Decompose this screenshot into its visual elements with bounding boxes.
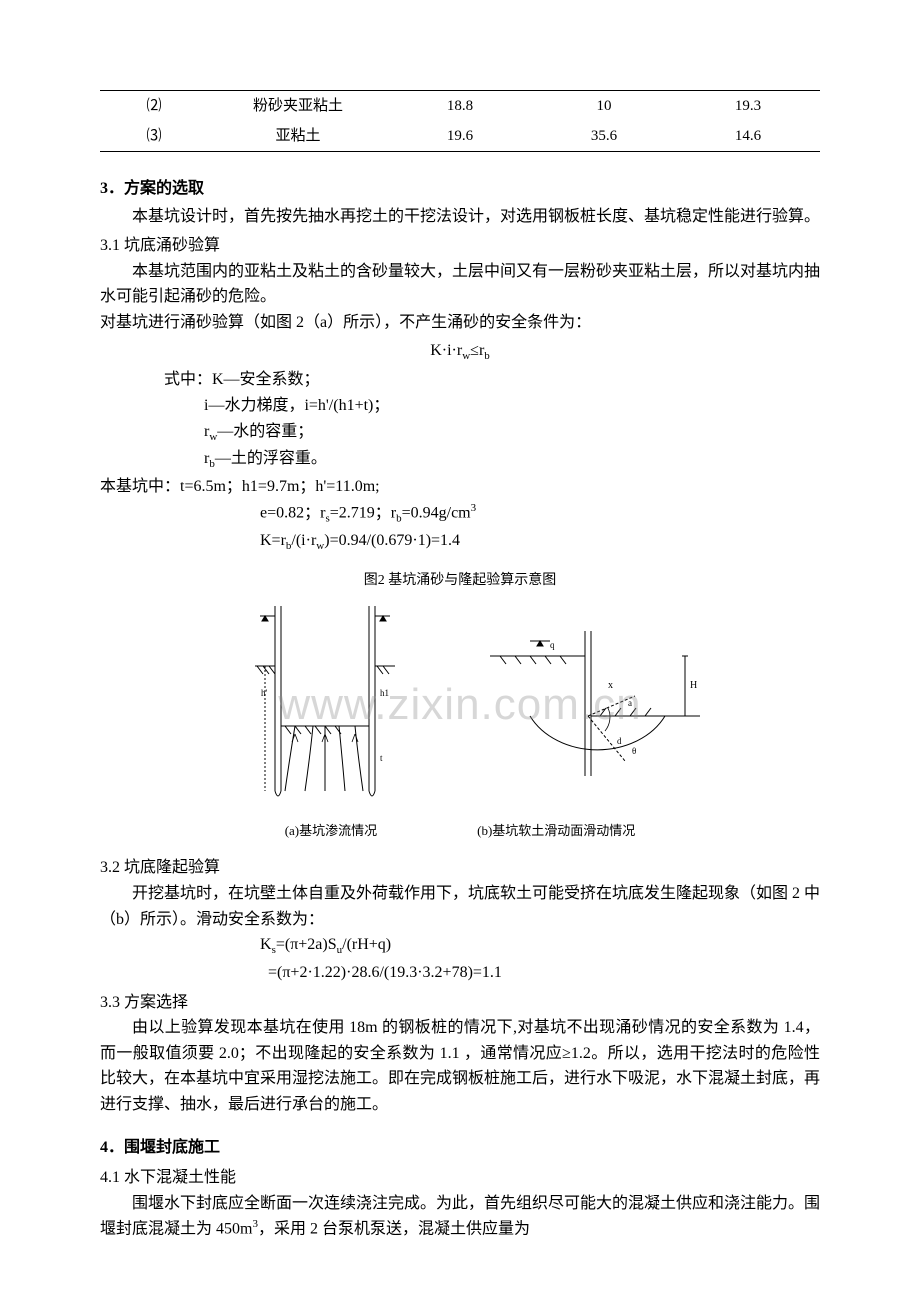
cell-gamma: 19.6 (388, 121, 532, 152)
sub-3-1-p2: 对基坑进行涌砂验算（如图 2（a）所示），不产生涌砂的安全条件为： (100, 310, 820, 336)
soil-data-table: ⑵ 粉砂夹亚粘土 18.8 10 19.3 ⑶ 亚粘土 19.6 35.6 14… (100, 90, 820, 152)
sub-3-1-p1: 本基坑范围内的亚粘土及粘土的含砂量较大，土层中间又有一层粉砂夹亚粘土层，所以对基… (100, 259, 820, 310)
figure-2a-caption: (a)基坑渗流情况 (285, 821, 377, 842)
heave-diagram-icon: x a d θ H q (490, 626, 700, 806)
cell-gamma: 18.8 (388, 91, 532, 122)
svg-text:t: t (380, 753, 383, 763)
cell-id: ⑵ (100, 91, 208, 122)
sub-3-2-p1: 开挖基坑时，在坑壁土体自重及外荷载作用下，坑底软土可能受挤在坑底发生隆起现象（如… (100, 881, 820, 932)
params-line-2: e=0.82；rs=2.719；rb=0.94g/cm3 (100, 500, 820, 528)
figure-2: 图2 基坑涌砂与隆起验算示意图 www.zixin.com.cn (100, 570, 820, 842)
section-3-heading: 3．方案的选取 (100, 176, 820, 202)
section-3-intro: 本基坑设计时，首先按先抽水再挖土的干挖法设计，对选用钢板桩长度、基坑稳定性能进行… (100, 204, 820, 230)
svg-text:h1: h1 (380, 688, 389, 698)
formula-2b: =(π+2·1.22)·28.6/(19.3·3.2+78)=1.1 (100, 960, 820, 986)
cell-c: 10 (532, 91, 676, 122)
cell-phi: 14.6 (676, 121, 820, 152)
params-line-1: 本基坑中：t=6.5m；h1=9.7m；h'=11.0m; (100, 474, 820, 500)
svg-text:d: d (617, 736, 622, 746)
svg-text:θ: θ (632, 746, 636, 756)
formula-1: K·i·rw≤rb (100, 338, 820, 366)
section-4-heading: 4．围堰封底施工 (100, 1135, 820, 1161)
sub-3-3-title: 3.3 方案选择 (100, 990, 820, 1016)
params-line-3: K=rb/(i·rw)=0.94/(0.679·1)=1.4 (100, 528, 820, 556)
svg-text:a: a (628, 698, 632, 708)
svg-text:x: x (608, 680, 613, 691)
diagram-b: x a d θ H q (490, 626, 700, 815)
seepage-diagram-icon: h' h1 t (255, 596, 395, 806)
figure-2-title: 图2 基坑涌砂与隆起验算示意图 (100, 570, 820, 592)
cell-name: 亚粘土 (208, 121, 388, 152)
svg-text:h': h' (261, 688, 268, 698)
svg-text:q: q (550, 640, 555, 650)
cell-c: 35.6 (532, 121, 676, 152)
where-rb: rb—土的浮容重。 (100, 446, 820, 474)
cell-name: 粉砂夹亚粘土 (208, 91, 388, 122)
table-row: ⑵ 粉砂夹亚粘土 18.8 10 19.3 (100, 91, 820, 122)
where-k: 式中：K—安全系数； (100, 367, 820, 393)
table-row: ⑶ 亚粘土 19.6 35.6 14.6 (100, 121, 820, 152)
where-rw: rw—水的容重； (100, 419, 820, 447)
svg-text:H: H (690, 680, 697, 691)
soil-table: ⑵ 粉砂夹亚粘土 18.8 10 19.3 ⑶ 亚粘土 19.6 35.6 14… (100, 90, 820, 152)
cell-phi: 19.3 (676, 91, 820, 122)
sub-3-2-title: 3.2 坑底隆起验算 (100, 855, 820, 881)
sub-3-1-title: 3.1 坑底涌砂验算 (100, 233, 820, 259)
formula-2a: Ks=(π+2a)Su/(rH+q) (100, 932, 820, 960)
cell-id: ⑶ (100, 121, 208, 152)
where-i: i—水力梯度，i=h'/(h1+t)； (100, 393, 820, 419)
sub-4-1-title: 4.1 水下混凝土性能 (100, 1165, 820, 1191)
sub-3-3-p1: 由以上验算发现本基坑在使用 18m 的钢板桩的情况下,对基坑不出现涌砂情况的安全… (100, 1015, 820, 1117)
diagram-a: h' h1 t (220, 596, 430, 815)
sub-4-1-p1: 围堰水下封底应全断面一次连续浇注完成。为此，首先组织尽可能大的混凝土供应和浇注能… (100, 1191, 820, 1243)
figure-2b-caption: (b)基坑软土滑动面滑动情况 (477, 821, 635, 842)
